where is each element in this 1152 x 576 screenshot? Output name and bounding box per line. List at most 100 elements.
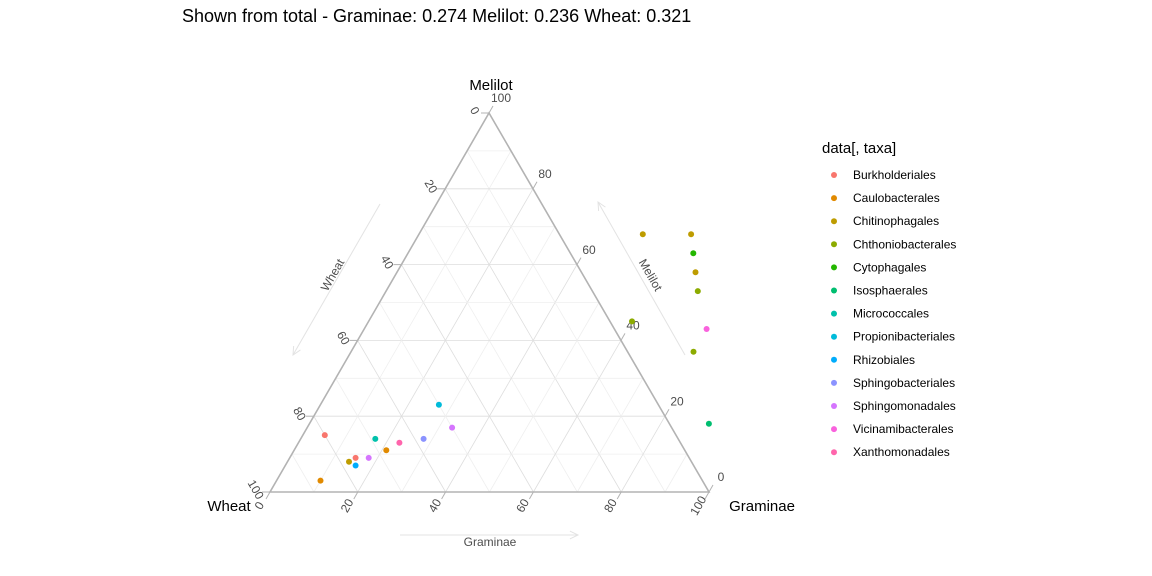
data-point-isosphaerales [705,420,712,427]
ternary-frame [268,111,711,493]
legend-key [831,379,837,386]
axis-title-left: Wheat [318,256,348,294]
data-point-rhizobiales [352,462,359,469]
tick-label-right: 100 [491,91,511,105]
tick-label-right: 60 [582,243,596,257]
legend-label: Cytophagales [853,260,926,274]
corner-label-right: Graminae [729,498,795,515]
grid-line-wheat [335,378,403,493]
tick-label-bottom: 60 [513,496,532,515]
legend-label: Isosphaerales [853,284,928,298]
grid-line-graminae [620,415,666,493]
grid-line-wheat [313,415,359,493]
tick-mark-right [576,257,582,265]
axis-arrow-right [597,201,686,356]
legend-label: Sphingomonadales [853,399,956,413]
data-point-chthoniobacterales [694,288,701,295]
data-points [317,231,712,484]
legend-key [831,264,837,271]
grid-line-wheat [357,340,446,493]
grid-line-graminae [401,226,556,493]
tick-mark-right [532,181,538,190]
grid-line-graminae [313,150,512,493]
tick-mark-bottom [528,491,534,500]
legend-label: Vicinamibacterales [853,422,954,436]
legend-title: data[, taxa] [822,140,896,157]
tick-mark-bottom [265,491,271,500]
legend-label: Chthoniobacterales [853,237,956,251]
data-point-burkholderiales [321,432,328,439]
tick-mark-bottom [704,491,710,500]
axis-arrow-right-head [597,201,606,212]
tick-label-bottom: 80 [601,496,620,515]
tick-label-bottom: 20 [338,496,357,515]
tick-label-left: 20 [422,177,441,196]
data-point-chthoniobacterales [690,348,697,355]
data-point-sphingomonadales [365,454,372,461]
legend-key [831,195,837,202]
legend-label: Caulobacterales [853,191,940,205]
data-point-sphingobacteriales [420,435,427,442]
data-point-chitinophagales [692,269,699,276]
legend-key [831,333,837,340]
data-point-xanthomonadales [396,439,403,446]
grid-line-graminae [664,453,688,493]
tick-label-right: 80 [538,167,552,181]
legend-key [831,172,837,178]
data-point-chitinophagales [688,231,695,238]
legend-label: Chitinophagales [853,214,939,228]
corner-label-top: Melilot [469,77,513,94]
data-point-cytophagales [690,250,697,257]
data-point-vicinamibacterales [703,326,710,332]
legend-key [831,287,837,294]
data-point-caulobacterales [383,447,390,454]
legend-label: Xanthomonadales [853,445,950,459]
corner-label-left: Wheat [207,498,251,515]
grid-line-graminae [489,302,600,493]
tick-label-left: 60 [334,329,353,348]
tick-mark-right [664,408,670,417]
tick-label-left: 0 [467,104,483,117]
legend-label: Propionibacteriales [853,330,955,344]
data-point-chitinophagales [639,231,646,238]
axis-arrow-bottom-head [569,530,580,540]
tick-label-left: 80 [290,405,309,424]
legend-key [831,310,837,317]
grid-line-wheat [291,453,315,493]
grid-line-wheat [422,226,578,493]
tick-mark-bottom [353,491,359,500]
legend-key [831,241,837,248]
data-point-chthoniobacterales [629,318,635,325]
data-point-sphingomonadales [449,424,456,431]
tick-label-right: 20 [670,394,684,408]
axis-arrow-left [292,203,381,356]
data-point-caulobacterales [317,477,324,484]
legend-key [831,218,837,225]
grid-line-wheat [379,302,490,493]
tick-mark-right [620,333,626,341]
tick-label-right: 0 [718,470,725,484]
tick-label-left: 40 [378,253,397,272]
legend-key [831,403,837,409]
legend-key [831,426,837,433]
axis-title-bottom: Graminae [464,535,517,549]
tick-mark-right [708,484,714,493]
grid-line-wheat [466,150,666,493]
tick-label-bottom: 0 [252,499,268,512]
axis-arrows [292,201,686,540]
data-point-propionibacteriales [435,401,442,408]
data-point-burkholderiales [352,454,359,461]
tick-label-bottom: 40 [425,496,444,515]
tick-mark-bottom [616,491,622,500]
legend-label: Burkholderiales [853,168,936,182]
legend-label: Sphingobacteriales [853,376,955,390]
legend-key [831,356,837,363]
grid-line-graminae [576,378,644,493]
axis-arrow-left-head [292,345,301,356]
data-point-micrococcales [372,435,379,442]
tick-mark-right [488,105,494,114]
legend-label: Micrococcales [853,307,929,321]
ternary-grid [291,150,688,493]
legend-key [831,449,837,456]
